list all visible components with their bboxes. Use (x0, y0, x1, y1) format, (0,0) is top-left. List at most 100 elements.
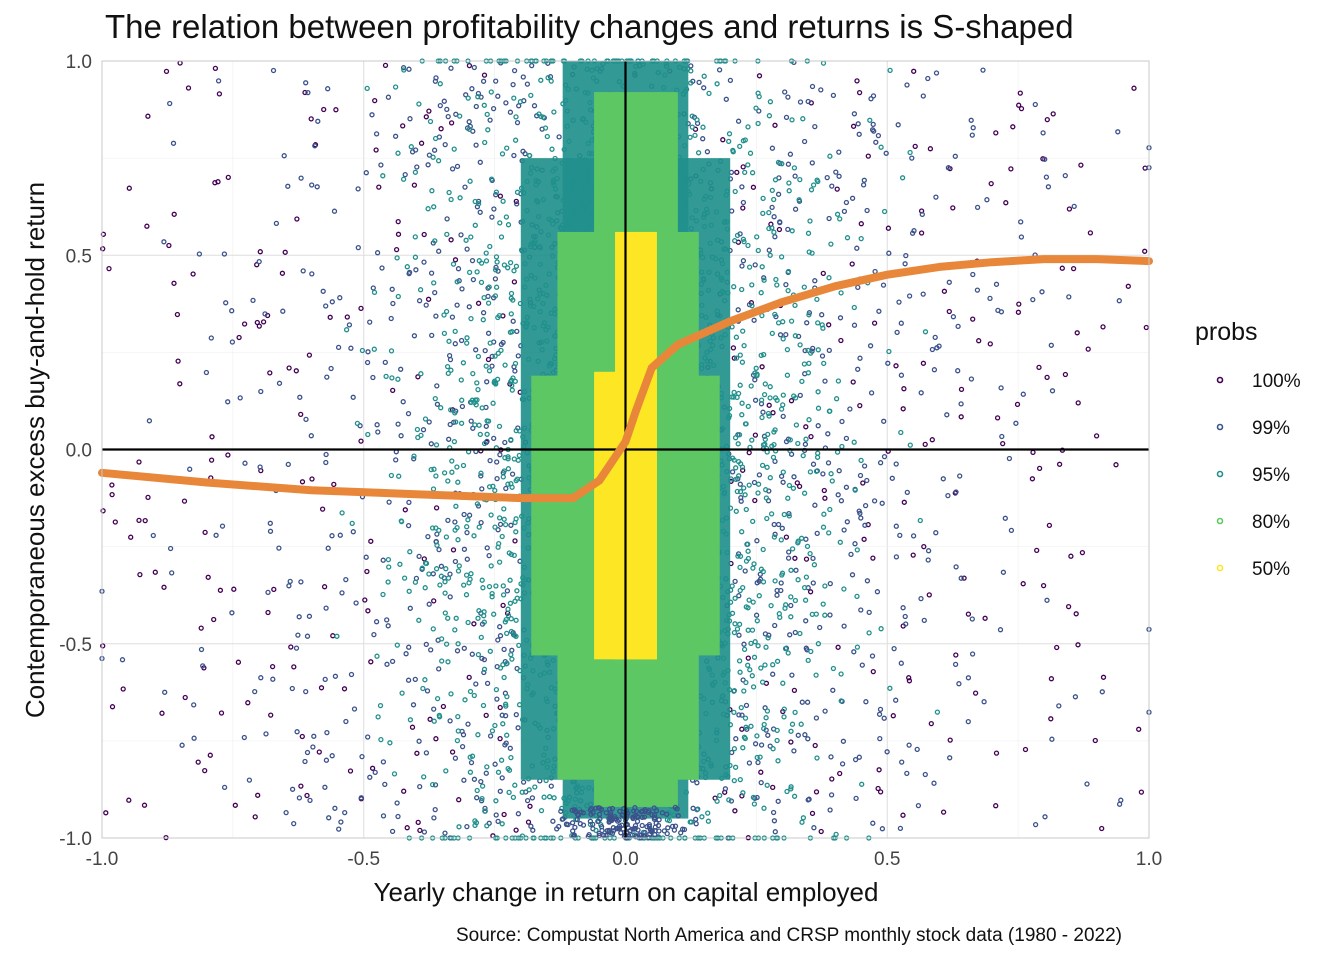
scatter-point-p99 (862, 522, 868, 528)
scatter-point-p95 (527, 152, 533, 159)
scatter-point-p95 (359, 347, 366, 354)
scatter-point-p95 (778, 406, 785, 412)
scatter-point-p99 (489, 363, 495, 369)
scatter-point-p100 (1065, 603, 1072, 610)
scatter-point-p95 (731, 746, 738, 752)
scatter-point-p95 (426, 571, 432, 577)
scatter-point-p95 (507, 600, 514, 606)
scatter-point-p100 (404, 825, 410, 831)
scatter-point-p100 (527, 803, 533, 809)
scatter-point-p99 (161, 239, 167, 245)
scatter-point-p95 (496, 312, 503, 319)
scatter-point-p100 (850, 123, 857, 129)
scatter-point-p100 (1018, 105, 1025, 112)
scatter-point-p100 (365, 608, 371, 614)
scatter-point-p99 (945, 165, 952, 171)
scatter-point-p99 (804, 699, 811, 705)
scatter-point-p95 (508, 628, 515, 635)
scatter-point-p95 (790, 485, 797, 491)
scatter-point-p99 (289, 685, 295, 692)
legend-swatch (1216, 423, 1224, 431)
scatter-point-p99 (1099, 689, 1105, 695)
scatter-point-p99 (955, 368, 961, 374)
scatter-point-p100 (225, 452, 231, 458)
scatter-point-p99 (918, 390, 924, 396)
scatter-point-p95 (486, 583, 493, 590)
scatter-point-p95 (767, 99, 774, 105)
scatter-point-p95 (508, 481, 514, 487)
scatter-point-p95 (820, 601, 826, 607)
scatter-point-p100 (1100, 324, 1106, 330)
scatter-point-p99 (257, 464, 263, 470)
scatter-point-p100 (911, 68, 917, 74)
scatter-point-p95 (789, 546, 796, 552)
scatter-point-p95 (839, 443, 845, 450)
scatter-point-p95 (385, 579, 391, 585)
scatter-point-p100 (100, 508, 106, 514)
scatter-point-p99 (350, 394, 356, 400)
scatter-point-p95 (834, 449, 841, 455)
scatter-point-p99 (607, 829, 614, 836)
scatter-point-p95 (481, 440, 488, 447)
scatter-point-p99 (242, 460, 248, 466)
scatter-point-p99 (208, 335, 214, 341)
scatter-point-p95 (800, 452, 806, 459)
scatter-point-p95 (519, 789, 525, 795)
scatter-point-p95 (809, 611, 815, 618)
scatter-point-p99 (642, 808, 648, 815)
scatter-point-p95 (498, 347, 504, 354)
scatter-point-p99 (406, 66, 412, 72)
scatter-point-p99 (493, 264, 499, 271)
scatter-point-p95 (443, 308, 450, 315)
scatter-point-p95 (429, 525, 436, 531)
scatter-point-p99 (902, 613, 908, 620)
scatter-point-p95 (422, 677, 428, 683)
scatter-point-p99 (314, 184, 320, 190)
scatter-point-p99 (827, 580, 833, 587)
scatter-point-p95 (395, 293, 401, 300)
scatter-point-p99 (756, 108, 762, 114)
scatter-point-p99 (550, 818, 556, 824)
scatter-point-p99 (1008, 527, 1015, 534)
scatter-point-p95 (486, 368, 493, 374)
scatter-point-p95 (803, 436, 809, 442)
scatter-point-p99 (229, 610, 235, 616)
scatter-point-p99 (452, 755, 459, 761)
scatter-point-p100 (319, 506, 326, 512)
scatter-point-p95 (805, 347, 811, 354)
scatter-point-p95 (511, 268, 517, 274)
scatter-point-p99 (578, 809, 584, 815)
scatter-point-p100 (906, 675, 912, 681)
scatter-point-p95 (501, 674, 507, 681)
scatter-point-p95 (898, 429, 904, 436)
scatter-point-p95 (749, 627, 756, 633)
scatter-point-p99 (873, 139, 879, 145)
scatter-point-p99 (792, 629, 798, 636)
scatter-point-p95 (500, 198, 506, 204)
scatter-point-p95 (769, 330, 775, 337)
scatter-point-p95 (755, 643, 761, 649)
scatter-point-p99 (852, 756, 859, 763)
scatter-point-p100 (875, 785, 881, 792)
scatter-point-p99 (374, 422, 380, 428)
scatter-point-p95 (494, 259, 500, 265)
scatter-point-p99 (867, 343, 874, 349)
scatter-point-p95 (371, 289, 378, 296)
scatter-point-p99 (758, 779, 764, 786)
scatter-point-p95 (791, 165, 798, 171)
scatter-point-p95 (688, 80, 694, 86)
scatter-point-p99 (459, 743, 466, 750)
scatter-point-p100 (752, 432, 759, 438)
scatter-point-p99 (797, 99, 804, 105)
scatter-point-p100 (414, 750, 420, 756)
scatter-point-p99 (635, 814, 641, 821)
scatter-point-p99 (968, 117, 974, 123)
scatter-point-p95 (516, 452, 522, 459)
scatter-point-p99 (386, 499, 392, 505)
scatter-point-p99 (475, 90, 482, 97)
scatter-point-p99 (428, 270, 435, 276)
scatter-point-p100 (161, 584, 167, 590)
scatter-point-p95 (687, 134, 693, 140)
scatter-point-p95 (380, 173, 386, 179)
scatter-point-p95 (784, 788, 790, 795)
